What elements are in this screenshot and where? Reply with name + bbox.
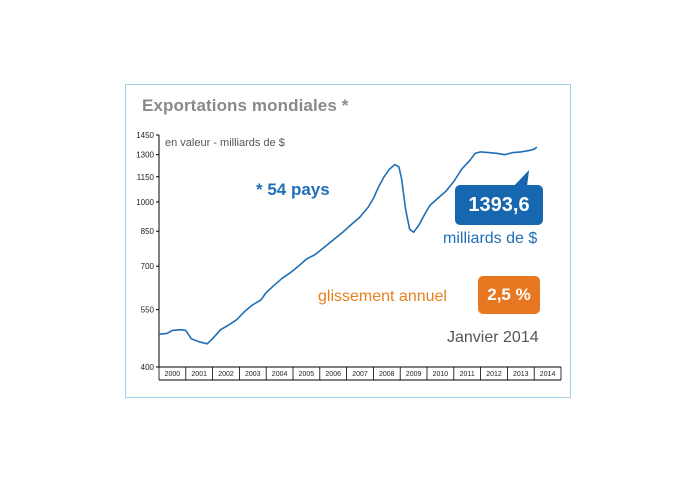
- x-tick-label: 2002: [218, 371, 234, 378]
- x-tick-label: 2014: [540, 371, 556, 378]
- country-count-note: * 54 pays: [256, 180, 330, 199]
- x-tick-label: 2008: [379, 371, 395, 378]
- chart-frame: [125, 84, 571, 398]
- y-tick-label: 400: [141, 363, 155, 372]
- yoy-label: glissement annuel: [318, 288, 447, 305]
- x-tick-label: 2009: [406, 371, 422, 378]
- x-tick-label: 2007: [352, 371, 368, 378]
- x-tick-label: 2001: [191, 371, 207, 378]
- x-tick-label: 2005: [299, 371, 315, 378]
- reference-date: Janvier 2014: [447, 329, 539, 346]
- x-tick-label: 2010: [433, 371, 449, 378]
- y-tick-label: 550: [141, 306, 155, 315]
- y-tick-label: 1300: [136, 151, 154, 160]
- latest-value-unit: milliards de $: [443, 230, 538, 247]
- x-tick-label: 2012: [486, 371, 502, 378]
- x-tick-label: 2013: [513, 371, 529, 378]
- y-tick-label: 700: [141, 262, 155, 271]
- y-tick-label: 1150: [137, 173, 155, 182]
- x-tick-label: 2003: [245, 371, 261, 378]
- y-tick-label: 1450: [136, 131, 154, 140]
- y-axis-unit-label: en valeur - milliards de $: [165, 137, 285, 149]
- y-tick-label: 850: [141, 227, 155, 236]
- exports-series-line: [158, 146, 538, 345]
- yoy-value-badge: 2,5 %: [478, 276, 540, 314]
- x-tick-label: 2004: [272, 371, 288, 378]
- x-tick-label: 2000: [165, 371, 181, 378]
- x-tick-label: 2006: [325, 371, 341, 378]
- latest-value-badge: 1393,6: [455, 185, 543, 225]
- x-tick-label: 2011: [460, 371, 475, 378]
- chart-title: Exportations mondiales *: [142, 96, 349, 115]
- y-tick-label: 1000: [136, 198, 154, 207]
